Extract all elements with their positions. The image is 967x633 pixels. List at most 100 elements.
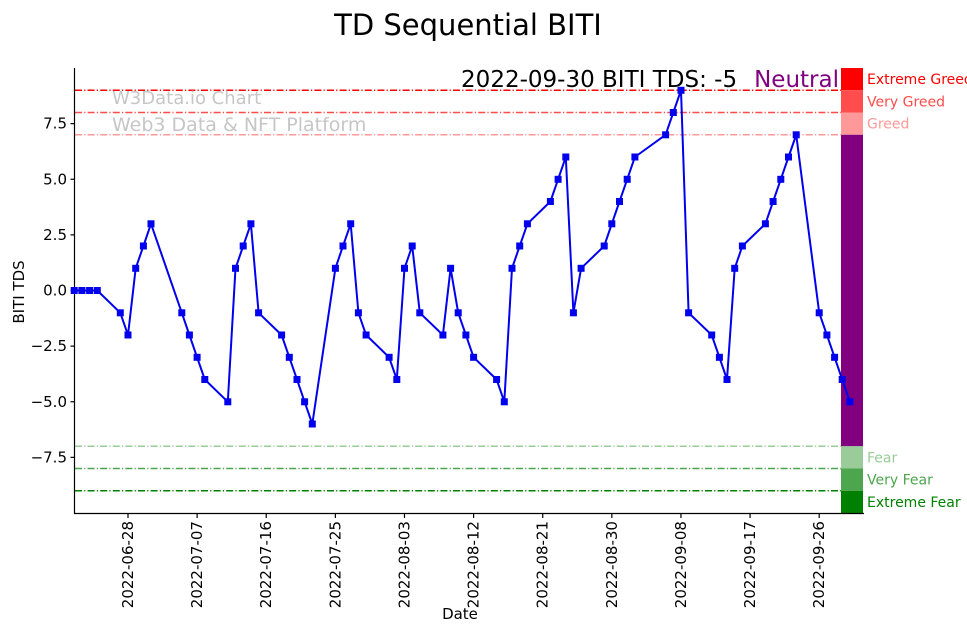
annotation: 2022-09-30 BITI TDS: -5 Neutral: [461, 69, 839, 92]
data-point: [731, 264, 739, 272]
data-point: [178, 309, 186, 317]
watermark-line1: W3Data.io Chart: [112, 88, 262, 109]
colorbar-band-greed: [841, 112, 863, 135]
data-point: [831, 353, 839, 361]
data-point: [247, 220, 255, 228]
annotation-value-text: 2022-09-30 BITI TDS: -5: [461, 67, 738, 93]
x-axis-label: Date: [442, 605, 478, 623]
x-tick-label: 2022-09-17: [741, 521, 759, 608]
y-tick-label: 7.5: [43, 115, 67, 133]
data-point: [201, 376, 209, 383]
data-point: [339, 242, 347, 250]
chart-title: TD Sequential BITI: [334, 8, 602, 42]
data-point: [454, 309, 462, 317]
zone-label-extreme-greed: Extreme Greed: [867, 72, 967, 88]
x-tick-label: 2022-08-30: [603, 521, 621, 608]
data-point: [669, 109, 677, 116]
data-point: [815, 309, 823, 317]
data-point: [385, 353, 393, 361]
data-point: [723, 376, 731, 383]
data-point: [354, 309, 362, 317]
data-point: [846, 398, 854, 406]
data-point: [239, 242, 247, 250]
data-point: [308, 420, 316, 428]
data-point: [70, 287, 78, 294]
colorbar-band-fear: [841, 446, 863, 469]
x-tick-label: 2022-07-25: [326, 521, 344, 608]
data-point: [462, 331, 470, 339]
y-tick-label: 0.0: [43, 282, 67, 300]
x-tick-label: 2022-09-26: [810, 521, 828, 608]
data-point: [393, 376, 401, 383]
x-tick-label: 2022-06-28: [119, 521, 137, 608]
data-point: [493, 376, 501, 383]
data-point: [447, 264, 455, 272]
series-line: [74, 89, 851, 425]
data-point: [823, 331, 831, 339]
data-point: [569, 309, 577, 317]
data-point: [554, 175, 562, 183]
zone-label-greed: Greed: [867, 117, 909, 133]
data-point: [631, 153, 639, 161]
data-point: [838, 376, 846, 383]
data-point: [139, 242, 147, 250]
zone-label-very-fear: Very Fear: [867, 473, 933, 489]
data-point: [301, 398, 309, 406]
y-tick-label: −5.0: [31, 393, 67, 411]
watermark-line2: Web3 Data & NFT Platform: [112, 114, 367, 136]
data-point: [362, 331, 370, 339]
data-point: [623, 175, 631, 183]
data-point: [347, 220, 355, 228]
colorbar-band-extreme-greed: [841, 68, 863, 91]
data-point: [546, 198, 554, 205]
data-point: [224, 398, 232, 406]
data-point: [278, 331, 286, 339]
data-point: [662, 131, 670, 139]
data-point: [285, 353, 293, 361]
data-point: [508, 264, 516, 272]
data-point: [677, 86, 685, 94]
data-point: [86, 287, 94, 294]
colorbar-band-very-greed: [841, 90, 863, 113]
watermark: W3Data.io Chart Web3 Data & NFT Platform: [112, 86, 366, 138]
sentiment-label: Neutral: [754, 67, 839, 93]
data-point: [132, 264, 140, 272]
data-point: [124, 331, 132, 339]
data-point: [792, 131, 800, 139]
x-tick-label: 2022-07-16: [257, 521, 275, 608]
data-point: [232, 264, 239, 272]
zone-label-very-greed: Very Greed: [867, 94, 945, 110]
zone-label-extreme-fear: Extreme Fear: [867, 495, 961, 511]
data-point: [616, 198, 623, 205]
data-point: [777, 175, 785, 183]
y-tick-label: 2.5: [43, 226, 67, 244]
data-point: [785, 153, 792, 161]
data-point: [500, 398, 508, 406]
data-point: [715, 353, 723, 361]
data-point: [769, 198, 777, 205]
x-tick-label: 2022-08-12: [465, 521, 483, 608]
x-tick-label: 2022-08-21: [534, 521, 552, 608]
data-point: [255, 309, 263, 317]
data-point: [608, 220, 616, 228]
data-point: [116, 309, 124, 317]
data-point: [600, 242, 608, 250]
data-point: [401, 264, 408, 272]
data-point: [708, 331, 716, 339]
data-point: [577, 264, 585, 272]
colorbar-band-very-fear: [841, 468, 863, 491]
data-point: [293, 376, 301, 383]
data-point: [193, 353, 201, 361]
data-point: [761, 220, 769, 228]
y-axis-label: BITI TDS: [10, 260, 28, 324]
colorbar-band-neutral: [841, 134, 863, 447]
colorbar-band-extreme-fear: [841, 490, 863, 513]
data-point: [523, 220, 531, 228]
data-point: [416, 309, 424, 317]
data-point: [439, 331, 447, 339]
x-tick-label: 2022-07-07: [188, 521, 206, 608]
data-point: [408, 242, 416, 250]
zone-label-fear: Fear: [867, 450, 897, 466]
data-point: [470, 353, 478, 361]
